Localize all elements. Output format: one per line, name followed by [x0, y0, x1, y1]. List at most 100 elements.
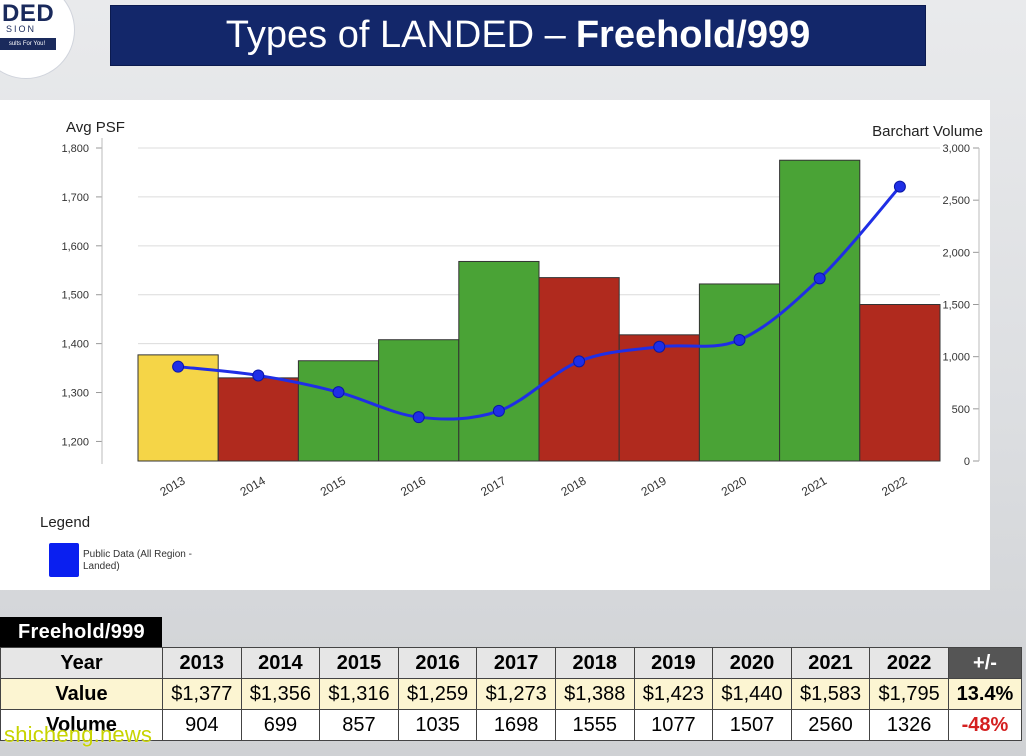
table-cell: $1,423 — [633, 678, 714, 710]
x-axis-tick-label: 2019 — [639, 473, 669, 499]
slide-title: Types of LANDED – Freehold/999 — [110, 5, 926, 66]
line-point — [653, 340, 666, 353]
right-axis-tick-label: 1,000 — [942, 352, 970, 364]
right-axis-tick-label: 1,500 — [942, 300, 970, 312]
row-label-volume: Volume — [0, 709, 163, 741]
chart-panel: 1,200 1,300 1,400 1,500 1,600 1,700 1,800 0 500 1… — [0, 100, 990, 590]
x-axis-tick-label: 2020 — [719, 473, 749, 499]
table-cell: $1,259 — [397, 678, 478, 710]
logo-tagline: sults For You! — [0, 38, 56, 50]
table-cell: 1507 — [712, 709, 792, 741]
table-cell: 2019 — [633, 647, 714, 679]
row-label-value: Value — [0, 678, 163, 710]
table-row-year: Year 2013 2014 2015 2016 2017 2018 2019 … — [0, 647, 1023, 679]
table-row-value: Value $1,377 $1,356 $1,316 $1,259 $1,273… — [0, 678, 1023, 710]
table-cell: $1,356 — [240, 678, 321, 710]
bar-series — [137, 159, 941, 462]
right-axis-tick-label: 2,000 — [942, 247, 970, 259]
x-axis-tick-label: 2018 — [558, 473, 588, 499]
logo-wordmark: DED — [2, 0, 55, 27]
table-cell: 2560 — [790, 709, 871, 741]
bar — [458, 260, 540, 462]
bar — [538, 277, 620, 462]
table-cell: 2021 — [790, 647, 871, 679]
bar — [859, 304, 941, 462]
right-axis-tick-label: 2,500 — [942, 195, 970, 207]
bar — [297, 360, 380, 462]
line-point — [573, 355, 586, 368]
title-prefix: Types of LANDED – — [225, 14, 566, 56]
line-point — [893, 180, 906, 193]
value-change: 13.4% — [947, 678, 1023, 710]
table-cell: $1,795 — [869, 678, 949, 710]
table-cell: $1,440 — [712, 678, 792, 710]
bar — [217, 377, 299, 462]
table-cell: $1,388 — [554, 678, 635, 710]
line-point — [172, 360, 185, 373]
x-axis-tick-label: 2017 — [478, 473, 508, 499]
table-cell: $1,377 — [162, 678, 242, 710]
volume-change: -48% — [947, 709, 1023, 741]
x-axis-tick-label: 2013 — [157, 473, 187, 499]
left-axis-title: Avg PSF — [66, 119, 125, 136]
table-row-volume: Volume 904 699 857 1035 1698 1555 1077 1… — [0, 709, 1023, 741]
bar — [779, 159, 861, 462]
table-tab: Freehold/999 — [0, 617, 162, 647]
logo-subtitle: SION — [6, 24, 37, 34]
line-point — [252, 369, 265, 382]
x-axis-tick-label: 2014 — [238, 473, 268, 499]
table-cell: $1,316 — [319, 678, 399, 710]
left-axis-tick-label: 1,300 — [61, 388, 89, 400]
x-axis-tick-label: 2016 — [398, 473, 428, 499]
x-axis-tick-label: 2022 — [879, 473, 909, 499]
left-axis-tick-label: 1,200 — [61, 436, 89, 448]
table-cell: 2018 — [554, 647, 635, 679]
left-axis-tick-label: 1,400 — [61, 339, 89, 351]
table-cell: 904 — [162, 709, 242, 741]
change-header: +/- — [947, 647, 1023, 679]
table-cell: $1,273 — [476, 678, 556, 710]
table-cell: 2014 — [240, 647, 321, 679]
right-axis-tick-label: 0 — [964, 456, 970, 468]
line-point — [412, 411, 425, 424]
watermark: shicheng.news — [4, 722, 153, 747]
legend-title: Legend — [40, 514, 91, 531]
left-axis-tick-label: 1,600 — [61, 241, 89, 253]
table-cell: 1326 — [869, 709, 949, 741]
table-cell: 2020 — [712, 647, 792, 679]
bar — [378, 339, 460, 462]
line-path — [177, 185, 902, 421]
table-cell: 1035 — [397, 709, 478, 741]
left-axis-tick-label: 1,700 — [61, 192, 89, 204]
table-cell: 2013 — [162, 647, 242, 679]
line-series — [172, 180, 906, 424]
legend-label: Public Data (All Region - Landed) — [83, 549, 192, 572]
table-cell: 2016 — [397, 647, 478, 679]
table-cell: $1,583 — [790, 678, 871, 710]
bar — [618, 334, 700, 462]
x-axis-tick-label: 2021 — [799, 473, 829, 499]
table-cell: 2015 — [319, 647, 399, 679]
company-logo: DED SION sults For You! — [0, 0, 74, 78]
combo-chart: 1,200 1,300 1,400 1,500 1,600 1,700 1,800 0 500 1… — [61, 119, 983, 499]
data-table: Year 2013 2014 2015 2016 2017 2018 2019 … — [0, 647, 1023, 741]
bar — [698, 283, 781, 462]
table-cell: 2022 — [869, 647, 949, 679]
table-cell: 699 — [240, 709, 321, 741]
line-point — [813, 272, 826, 285]
table-cell: 857 — [319, 709, 399, 741]
table-cell: 1555 — [554, 709, 635, 741]
table-cell: 1698 — [476, 709, 556, 741]
left-axis-tick-label: 1,800 — [61, 143, 89, 155]
title-emphasis: Freehold/999 — [575, 14, 811, 56]
line-point — [492, 404, 505, 417]
left-axis-tick-label: 1,500 — [61, 290, 89, 302]
row-label-year: Year — [0, 647, 163, 679]
line-point — [733, 333, 746, 346]
table-cell: 2017 — [476, 647, 556, 679]
x-axis-tick-label: 2015 — [318, 473, 348, 499]
right-axis-title: Barchart Volume — [872, 123, 983, 140]
line-point — [332, 386, 345, 399]
table-cell: 1077 — [633, 709, 714, 741]
legend-swatch — [49, 543, 79, 577]
